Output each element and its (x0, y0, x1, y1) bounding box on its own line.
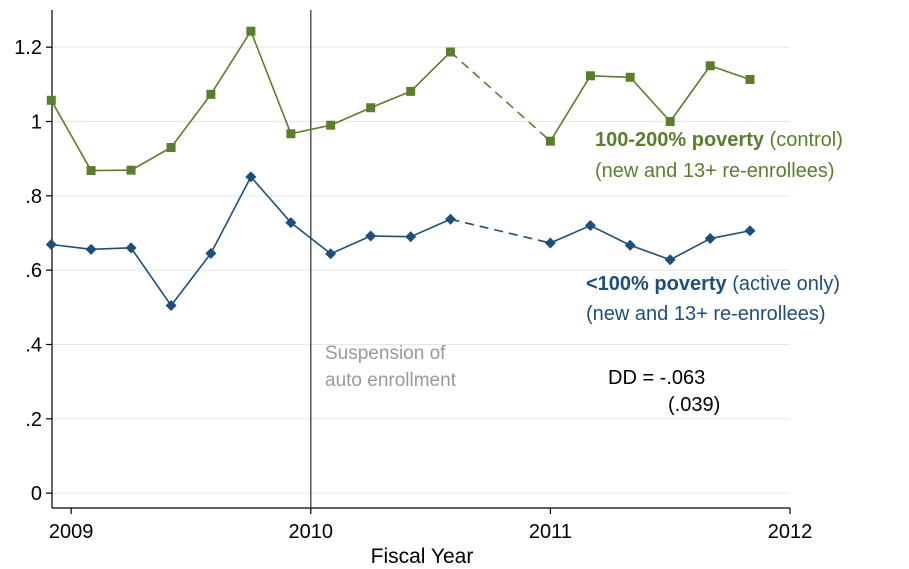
treated-point (704, 233, 716, 245)
series-layer (45, 26, 756, 311)
control-label-rest: (control) (764, 129, 843, 151)
treated-point (744, 225, 756, 237)
treated-point (245, 171, 257, 183)
y-tick-label: .2 (25, 409, 42, 431)
treated-segment (590, 224, 631, 246)
treated-point (165, 299, 177, 311)
control-series-label: 100-200% poverty (control) (595, 129, 843, 151)
control-segment (50, 99, 92, 171)
control-segment (549, 75, 592, 142)
treated-segment (450, 218, 551, 244)
treated-series-label-line2: (new and 13+ re-enrollees) (586, 303, 826, 325)
x-axis-ticks: 2009 2010 2011 2012 (49, 508, 812, 543)
control-point (445, 47, 455, 57)
control-segment (410, 51, 452, 92)
treated-segment (669, 237, 711, 261)
control-segment (709, 64, 751, 81)
treated-segment (330, 235, 372, 255)
control-series (46, 26, 755, 176)
control-segment (290, 124, 331, 135)
treated-point (45, 239, 57, 251)
treated-point (405, 231, 417, 243)
treated-point (205, 247, 217, 259)
treated-series-label: <100% poverty (active only) (586, 273, 840, 295)
treated-point (125, 242, 137, 254)
treated-point (624, 239, 636, 251)
x-tick-label: 2010 (289, 521, 334, 543)
control-point (246, 26, 256, 36)
x-tick-label: 2011 (529, 521, 572, 543)
control-series-label-line2: (new and 13+ re-enrollees) (595, 160, 835, 182)
treated-point (285, 217, 297, 229)
x-tick-label: 2012 (768, 521, 813, 543)
treated-label-rest: (active only) (727, 273, 840, 295)
y-tick-label: .6 (25, 260, 42, 282)
treated-segment (629, 244, 671, 261)
control-segment (170, 93, 212, 148)
control-segment (130, 146, 172, 171)
treated-segment (91, 247, 132, 251)
dd-estimate: DD = -.063 (608, 367, 705, 389)
treated-segment (51, 243, 92, 251)
control-segment (590, 74, 631, 79)
control-point (46, 95, 56, 105)
vline-label-line1: Suspension of (325, 343, 446, 364)
treated-point (664, 254, 676, 266)
y-tick-label: 0 (31, 483, 42, 505)
control-point (625, 72, 635, 82)
x-axis-title: Fiscal Year (371, 545, 474, 568)
treated-point (544, 237, 556, 249)
vline-label-line2: auto enrollment (325, 370, 457, 391)
treated-segment (550, 224, 591, 244)
control-segment (669, 65, 711, 122)
control-segment (210, 30, 252, 95)
treated-segment (370, 235, 411, 238)
control-point (366, 103, 376, 113)
x-tick-label: 2009 (49, 521, 94, 543)
control-segment (449, 51, 551, 142)
treated-label-bold: <100% poverty (586, 273, 728, 295)
treated-point (444, 213, 456, 225)
control-point (286, 129, 296, 139)
control-segment (250, 30, 292, 135)
treated-point (325, 248, 337, 260)
treated-point (365, 230, 377, 242)
control-point (745, 74, 755, 84)
y-tick-label: .4 (25, 334, 42, 356)
treated-series (45, 171, 756, 311)
y-axis-ticks: 0 .2 .4 .6 .8 1 1.2 (14, 37, 52, 505)
control-point (86, 166, 96, 176)
treated-segment (210, 176, 252, 254)
y-tick-label: .8 (25, 186, 42, 208)
control-point (206, 89, 216, 99)
control-segment (330, 107, 372, 126)
treated-point (584, 220, 596, 232)
control-point (705, 61, 715, 71)
control-point (326, 120, 336, 130)
control-point (585, 71, 595, 81)
treated-segment (250, 176, 292, 224)
control-label-bold: 100-200% poverty (595, 129, 765, 151)
treated-point (85, 243, 97, 255)
treated-segment (290, 221, 332, 255)
control-point (545, 136, 555, 146)
treated-segment (410, 218, 451, 238)
control-point (166, 143, 176, 153)
control-point (126, 165, 136, 175)
control-segment (370, 90, 411, 109)
control-segment (629, 76, 671, 123)
control-point (406, 86, 416, 96)
treated-segment (710, 229, 751, 240)
control-point (665, 116, 675, 126)
y-tick-label: 1.2 (14, 37, 42, 59)
dd-standard-error: (.039) (668, 394, 720, 416)
treated-segment (130, 247, 172, 306)
treated-segment (170, 252, 212, 306)
y-tick-label: 1 (31, 111, 42, 133)
gridlines (52, 46, 790, 494)
